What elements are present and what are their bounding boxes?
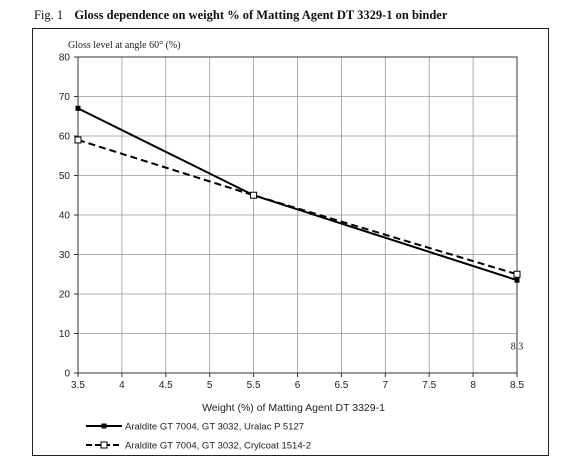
- legend-label-1: Araldite GT 7004, GT 3032, Crylcoat 1514…: [125, 441, 311, 452]
- series-1-point-0: [74, 136, 82, 144]
- series-1-point-1: [250, 191, 258, 199]
- figure-title: Fig. 1 Gloss dependence on weight % of M…: [34, 8, 447, 23]
- figure-number: Fig. 1: [34, 8, 64, 22]
- figure-title-text: Gloss dependence on weight % of Matting …: [74, 8, 448, 22]
- y-tick-label-2: 20: [59, 290, 71, 301]
- annotation-label: 8.3: [511, 341, 524, 352]
- legend-marker-1: [100, 441, 108, 449]
- x-tick-label-8: 7.5: [422, 380, 436, 391]
- legend-label-0: Araldite GT 7004, GT 3032, Uralac P 5127: [125, 422, 304, 433]
- y-tick-label-8: 80: [59, 53, 71, 64]
- x-tick-label-4: 5.5: [247, 380, 261, 391]
- x-tick-label-0: 3.5: [71, 380, 85, 391]
- y-tick-label-7: 70: [59, 92, 71, 103]
- x-tick-label-1: 4: [119, 380, 125, 391]
- y-axis-label: Gloss level at angle 60° (%): [68, 40, 181, 51]
- x-axis: 3.5 4 4.5 5 5.5 6 6.5 7 7.5 8 8.5: [71, 373, 524, 391]
- y-tick-label-1: 10: [59, 329, 71, 340]
- legend: Araldite GT 7004, GT 3032, Uralac P 5127…: [86, 422, 311, 452]
- x-tick-label-3: 5: [207, 380, 213, 391]
- grid: [77, 56, 518, 374]
- y-tick-label-4: 40: [59, 211, 71, 222]
- x-tick-label-2: 4.5: [159, 380, 173, 391]
- series-1-point-2: [513, 270, 521, 278]
- x-tick-label-7: 7: [383, 380, 389, 391]
- series-line-1: [77, 138, 518, 276]
- x-axis-label: Weight (%) of Matting Agent DT 3329-1: [202, 402, 385, 414]
- x-tick-label-6: 6.5: [334, 380, 348, 391]
- y-tick-label-6: 60: [59, 132, 71, 143]
- x-tick-label-9: 8: [470, 380, 476, 391]
- x-tick-label-5: 6: [295, 380, 301, 391]
- legend-marker-0: [101, 423, 107, 429]
- y-tick-label-5: 50: [59, 171, 71, 182]
- series-0-point-0: [75, 105, 81, 111]
- series-0-point-2: [514, 277, 520, 283]
- series-group: [74, 105, 521, 283]
- y-axis: 0 10 20 30 40 50 60 70 80: [59, 53, 78, 380]
- y-tick-label-0: 0: [64, 369, 70, 380]
- figure-frame: [32, 28, 549, 456]
- x-tick-label-10: 8.5: [510, 380, 524, 391]
- y-tick-label-3: 30: [59, 250, 71, 261]
